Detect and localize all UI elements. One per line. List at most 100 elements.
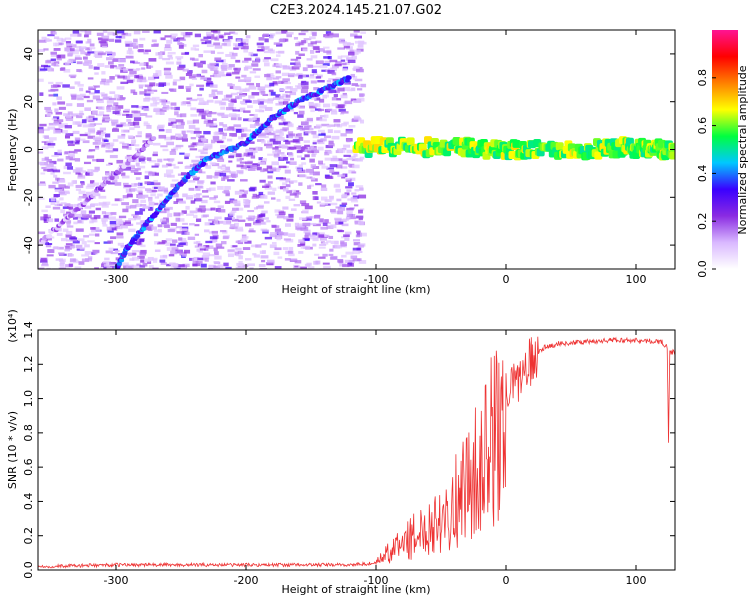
- spectrogram-cell: [136, 263, 142, 266]
- spectrogram-cell: [106, 142, 115, 147]
- spectrogram-cell: [53, 64, 60, 67]
- spectrogram-cell: [277, 214, 285, 217]
- spectrogram-cell: [346, 139, 351, 143]
- spectrogram-cell: [128, 218, 137, 221]
- spectrogram-cell: [108, 216, 116, 220]
- spectrogram-cell: [213, 247, 218, 252]
- spectrogram-cell: [302, 48, 308, 52]
- spectrogram-cell: [50, 201, 55, 206]
- spectrogram-cell: [192, 260, 199, 264]
- spectrogram-cell: [117, 226, 123, 230]
- spectrogram-cell: [295, 42, 301, 47]
- spectrogram-cell: [57, 101, 66, 105]
- spectrogram-cell: [348, 125, 356, 128]
- spectrogram-cell: [155, 73, 162, 77]
- spectrogram-cell: [122, 113, 130, 116]
- spectrogram-cell: [102, 30, 108, 34]
- spectrogram-cell: [54, 218, 60, 222]
- spectrogram-cell: [75, 228, 84, 232]
- spectrogram-cell: [335, 206, 342, 209]
- spectrogram-cell: [124, 108, 130, 111]
- spectrogram-cell: [220, 65, 226, 69]
- spectrogram-cell: [346, 207, 354, 211]
- spectrogram-cell: [168, 122, 174, 126]
- spectrogram-cell: [188, 180, 196, 183]
- spectrogram-cell: [84, 34, 89, 38]
- spectrogram-cell: [194, 176, 200, 179]
- spectrogram-cell: [144, 258, 151, 262]
- spectrogram-cell: [271, 224, 277, 228]
- spectrogram-cell: [142, 140, 149, 143]
- spectrogram-cell: [206, 245, 214, 249]
- spectrogram-cell: [101, 78, 107, 83]
- spectrogram-cell: [68, 52, 74, 56]
- spectrogram-cell: [111, 128, 120, 132]
- spectrogram-cell: [154, 249, 161, 252]
- spectrogram-cell: [72, 121, 81, 125]
- spectrogram-cell: [74, 55, 81, 59]
- spectrogram-cell: [63, 165, 69, 170]
- spectrogram-cell: [134, 172, 142, 175]
- spectrogram-cell: [260, 90, 266, 95]
- spectrogram-cell: [66, 225, 74, 228]
- spectrogram-cell: [345, 178, 352, 182]
- spectrogram-cell: [54, 188, 63, 192]
- spectrogram-cell: [210, 207, 216, 211]
- spectrogram-cell: [162, 108, 170, 111]
- spectrogram-cell: [79, 93, 86, 97]
- spectrogram-cell: [43, 65, 51, 69]
- spectrogram-cell: [289, 193, 297, 196]
- spectrogram-cell: [178, 237, 183, 241]
- spectrogram-cell: [209, 187, 216, 191]
- spectrogram-cell: [68, 253, 74, 257]
- spectrogram-cell: [148, 160, 157, 163]
- spectrogram-cell: [158, 134, 167, 139]
- spectrogram-cell: [231, 173, 238, 178]
- spectrogram-cell: [198, 135, 205, 140]
- spectrogram-cell: [118, 215, 127, 219]
- spectrogram-cell: [178, 212, 184, 216]
- spectrogram-cell: [145, 134, 153, 139]
- spectrogram-cell: [192, 44, 200, 48]
- spectrogram-cell: [152, 100, 158, 104]
- spectrogram-cell: [164, 136, 172, 141]
- spectrogram-cell: [324, 157, 332, 161]
- spectrogram-cell: [244, 161, 253, 165]
- spectrogram-cell: [105, 144, 110, 149]
- spectrogram-cell: [324, 199, 332, 203]
- spectrogram-cell: [192, 119, 200, 124]
- spectrogram-cell: [107, 240, 113, 244]
- spectrogram-cell: [147, 171, 155, 176]
- spectrogram-cell: [334, 123, 341, 127]
- spectrogram-cell: [168, 56, 174, 60]
- spectrogram-cell: [331, 171, 340, 175]
- spectrogram-cell: [139, 91, 147, 95]
- spectrogram-cell: [359, 156, 365, 160]
- spectrogram-feature-cell: [121, 164, 127, 169]
- spectrogram-cell: [337, 104, 345, 109]
- spectrogram-cell: [40, 161, 49, 166]
- spectrogram-cell: [321, 165, 329, 169]
- spectrogram-cell: [145, 225, 154, 230]
- spectrogram-cell: [296, 155, 302, 158]
- spectrogram-cell: [325, 176, 334, 179]
- spectrogram-cell: [167, 228, 175, 233]
- spectrogram-cell: [133, 125, 141, 129]
- spectrogram-cell: [298, 149, 304, 152]
- spectrogram-cell: [250, 165, 257, 170]
- spectrogram-cell: [330, 240, 339, 245]
- spectrogram-cell: [113, 102, 119, 107]
- spectrogram-cell: [231, 133, 237, 137]
- spectrogram-cell: [103, 265, 108, 269]
- spectrogram-cell: [100, 189, 106, 192]
- spectrogram-cell: [157, 186, 165, 190]
- spectrogram-cell: [353, 153, 358, 157]
- spectrogram-cell: [322, 262, 330, 265]
- spectrogram-cell: [322, 241, 329, 245]
- spectrogram-cell: [358, 221, 364, 226]
- spectrogram-cell: [46, 267, 51, 269]
- spectrogram-cell: [44, 106, 51, 110]
- spectrogram-cell: [259, 179, 266, 183]
- spectrogram-cell: [180, 101, 187, 106]
- spectrogram-cell: [304, 205, 313, 210]
